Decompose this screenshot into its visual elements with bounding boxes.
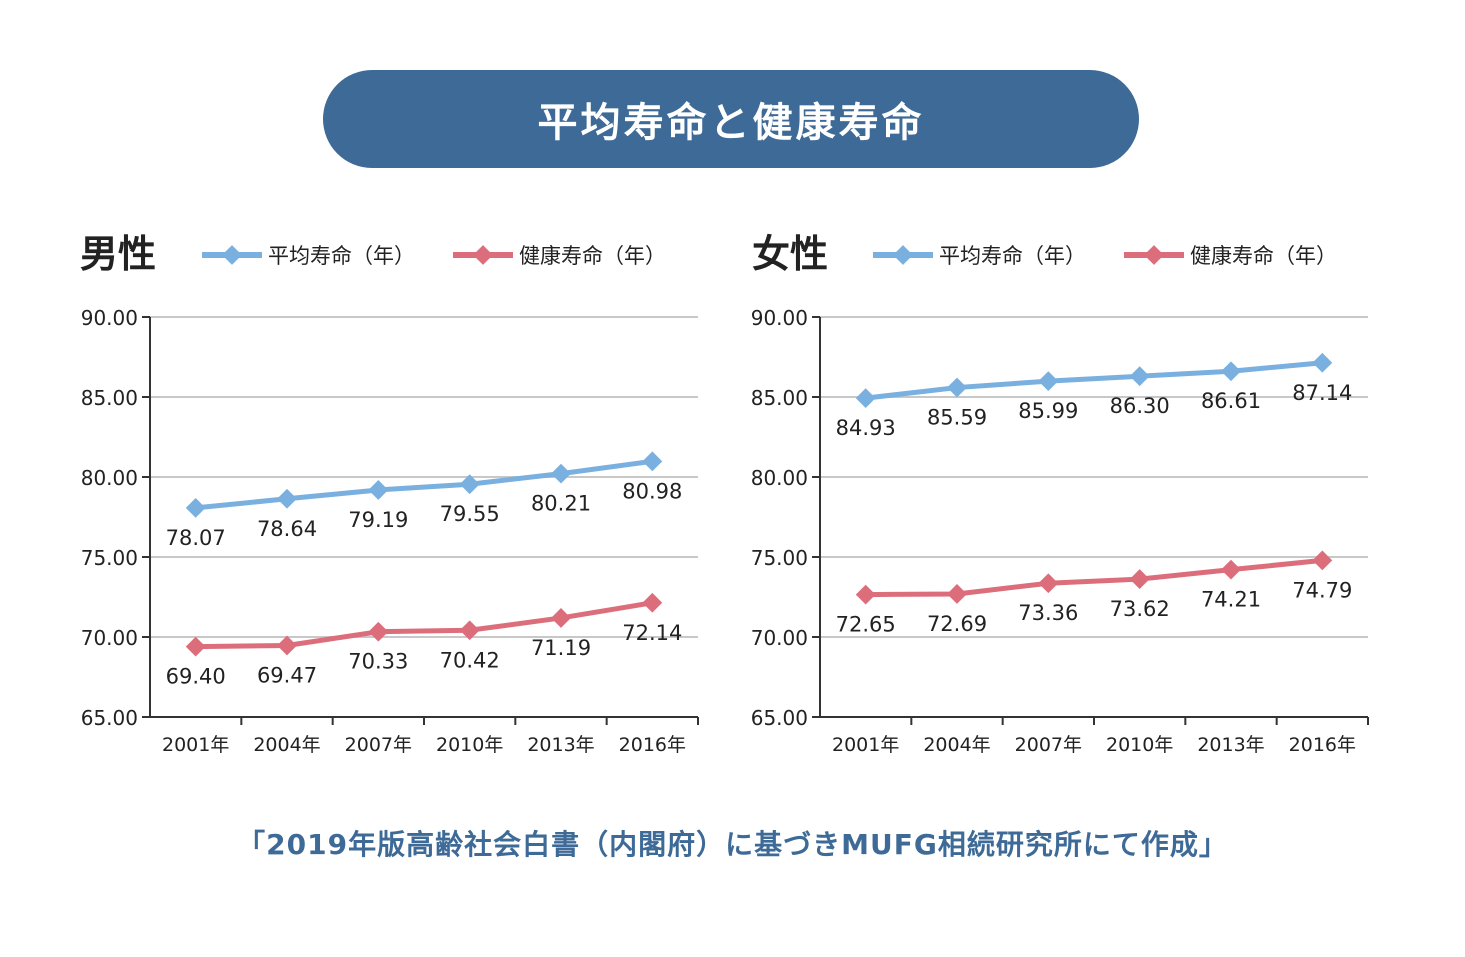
y-tick-label: 90.00 <box>81 306 138 330</box>
data-point-healthy <box>1312 550 1333 571</box>
data-label: 79.55 <box>440 502 500 526</box>
data-point-healthy <box>1038 573 1059 594</box>
data-point-healthy <box>1129 569 1150 589</box>
data-point-average <box>642 451 663 472</box>
y-tick-label: 90.00 <box>751 306 808 330</box>
chart-male: 90.00 85.00 80.00 75.00 70.00 65.00 2001年 2004年… <box>81 306 699 756</box>
data-point-average <box>368 480 389 500</box>
data-label: 74.21 <box>1201 588 1261 612</box>
data-label: 70.33 <box>348 650 408 674</box>
legend-label: 健康寿命（年） <box>1190 244 1337 268</box>
y-tick-label: 85.00 <box>751 386 808 410</box>
y-tick-label: 75.00 <box>81 546 138 570</box>
data-label: 86.30 <box>1110 394 1170 418</box>
data-label: 71.19 <box>531 636 591 660</box>
data-label: 85.99 <box>1018 399 1078 423</box>
data-point-healthy <box>551 608 571 628</box>
title-banner: 平均寿命と健康寿命 <box>323 70 1139 168</box>
legend-marker-healthy-icon <box>1124 245 1184 265</box>
x-tick-label: 2007年 <box>1015 734 1082 756</box>
legend-marker-healthy-icon <box>453 245 513 265</box>
legend-item-average: 平均寿命（年） <box>873 240 1086 270</box>
chart-title-male: 男性 <box>80 232 157 276</box>
data-label: 73.62 <box>1110 597 1170 621</box>
data-label: 72.65 <box>836 613 896 637</box>
data-label: 72.14 <box>622 621 682 645</box>
data-point-average <box>1038 371 1059 392</box>
data-label: 72.69 <box>927 612 987 636</box>
legend-item-average: 平均寿命（年） <box>202 240 415 270</box>
data-point-healthy <box>277 635 297 656</box>
data-point-average <box>277 488 297 509</box>
x-tick-label: 2013年 <box>1197 734 1264 756</box>
data-label: 70.42 <box>440 648 500 672</box>
legend-marker-average-icon <box>202 245 262 265</box>
data-point-average <box>185 497 206 518</box>
legend-male: 平均寿命（年） 健康寿命（年） <box>202 240 704 270</box>
y-tick-label: 65.00 <box>751 706 808 730</box>
x-tick-label: 2001年 <box>832 734 899 756</box>
data-label: 69.47 <box>257 663 317 687</box>
y-tick-label: 70.00 <box>81 626 138 650</box>
legend-female: 平均寿命（年） 健康寿命（年） <box>873 240 1375 270</box>
legend-label: 平均寿命（年） <box>268 244 415 268</box>
data-point-healthy <box>1221 559 1241 580</box>
data-point-healthy <box>459 620 480 641</box>
legend-item-healthy: 健康寿命（年） <box>453 240 666 270</box>
y-tick-label: 85.00 <box>81 386 138 410</box>
data-label: 84.93 <box>836 416 896 440</box>
chart-female: 90.00 85.00 80.00 75.00 70.00 65.00 2001年 2004年… <box>751 306 1369 756</box>
data-label: 87.14 <box>1292 381 1352 405</box>
y-tick-label: 75.00 <box>751 546 808 570</box>
source-note: 「2019年版高齢社会白書（内閣府）に基づきMUFG相続研究所にて作成」 <box>237 828 1228 861</box>
data-point-average <box>1221 361 1241 382</box>
y-tick-label: 80.00 <box>751 466 808 490</box>
data-label: 86.61 <box>1201 389 1261 413</box>
x-tick-label: 2007年 <box>345 734 412 756</box>
data-label: 79.19 <box>348 508 408 532</box>
series-line-healthy <box>865 557 1323 598</box>
data-point-average <box>947 377 967 398</box>
data-label: 85.59 <box>927 406 987 430</box>
data-label: 73.36 <box>1018 601 1078 625</box>
data-label: 80.98 <box>622 479 682 503</box>
legend-item-healthy: 健康寿命（年） <box>1124 240 1337 270</box>
x-tick-label: 2010年 <box>436 734 503 756</box>
x-tick-label: 2016年 <box>1289 734 1356 756</box>
legend-label: 平均寿命（年） <box>939 244 1086 268</box>
series-line-average <box>865 360 1323 401</box>
data-point-healthy <box>185 636 206 657</box>
data-point-average <box>1312 352 1333 373</box>
x-tick-label: 2016年 <box>619 734 686 756</box>
series-line-average <box>195 458 653 511</box>
legend-marker-average-icon <box>873 245 933 265</box>
legend-label: 健康寿命（年） <box>519 244 666 268</box>
data-point-average <box>1129 366 1150 387</box>
x-tick-label: 2001年 <box>162 734 229 756</box>
data-point-healthy <box>642 592 663 613</box>
page-title: 平均寿命と健康寿命 <box>537 100 925 146</box>
data-point-healthy <box>855 584 876 605</box>
data-label: 69.40 <box>166 665 226 689</box>
data-point-healthy <box>947 584 967 604</box>
data-point-healthy <box>368 621 389 642</box>
y-tick-label: 70.00 <box>751 626 808 650</box>
x-tick-label: 2004年 <box>923 734 990 756</box>
series-line-healthy <box>195 600 653 650</box>
data-label: 80.21 <box>531 492 591 516</box>
data-point-average <box>855 388 876 409</box>
y-tick-label: 65.00 <box>81 706 138 730</box>
x-tick-label: 2013年 <box>527 734 594 756</box>
data-label: 78.07 <box>166 526 226 550</box>
data-point-average <box>551 463 571 484</box>
data-label: 74.79 <box>1292 578 1352 602</box>
data-label: 78.64 <box>257 517 317 541</box>
chart-title-female: 女性 <box>752 232 829 276</box>
x-tick-label: 2004年 <box>253 734 320 756</box>
y-tick-label: 80.00 <box>81 466 138 490</box>
data-point-average <box>459 474 480 495</box>
x-tick-label: 2010年 <box>1106 734 1173 756</box>
